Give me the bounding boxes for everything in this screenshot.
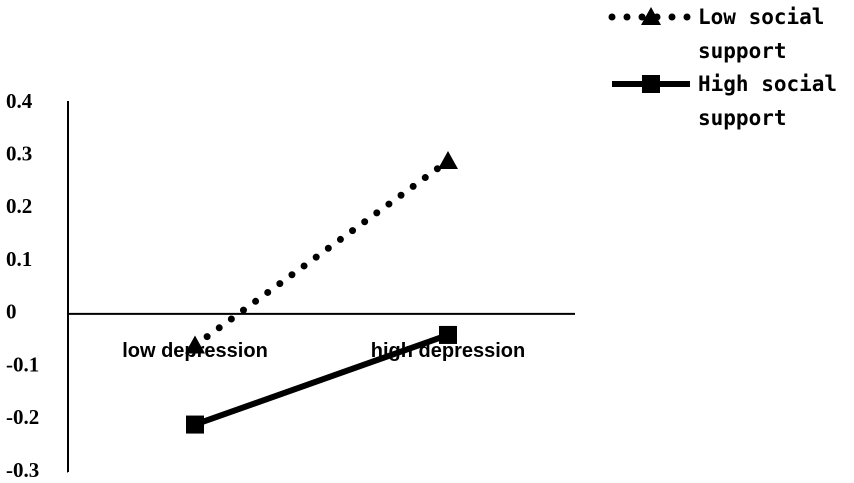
- marker: [438, 150, 458, 169]
- series-line: [193, 332, 450, 428]
- y-tick-label: 0.2: [6, 194, 32, 218]
- y-tick-label: -0.1: [6, 352, 39, 376]
- series-line: [191, 157, 452, 349]
- marker: [642, 75, 660, 93]
- y-tick-label: 0.3: [6, 142, 32, 166]
- y-tick-label: -0.3: [6, 458, 39, 482]
- y-tick-label: 0.1: [6, 247, 32, 271]
- y-tick-label: -0.2: [6, 405, 39, 429]
- marker: [186, 415, 204, 434]
- legend-label: High social support: [698, 72, 838, 130]
- marker: [641, 7, 661, 25]
- y-tick-label: 0: [6, 300, 17, 324]
- y-tick-label: 0.4: [6, 89, 33, 113]
- marker: [185, 335, 205, 354]
- marker: [439, 325, 457, 344]
- legend-label: Low social support: [698, 5, 825, 63]
